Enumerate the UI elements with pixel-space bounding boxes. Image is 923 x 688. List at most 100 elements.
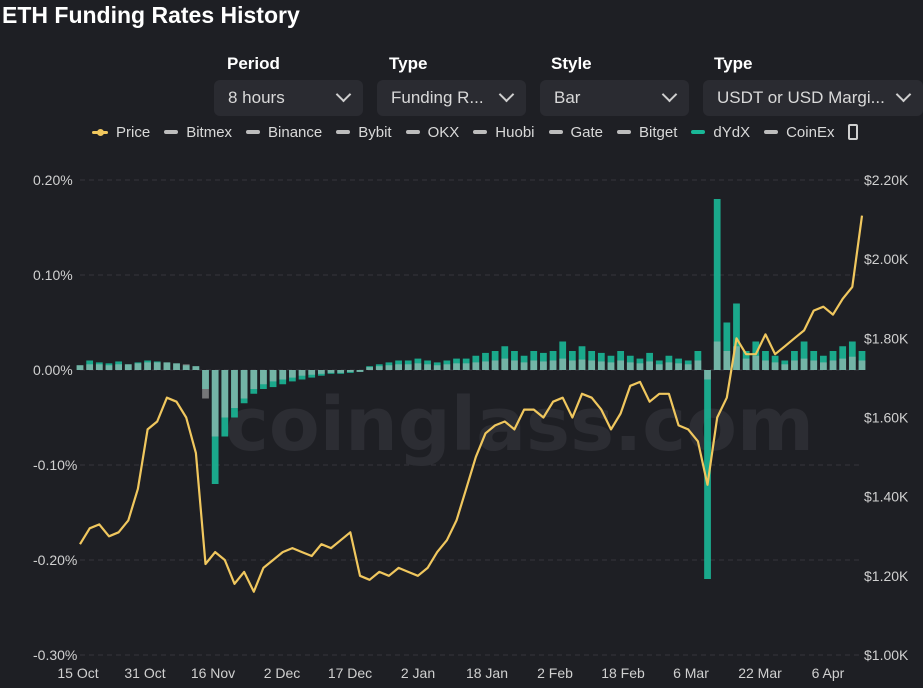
funding-bar-binance <box>124 364 132 370</box>
x-axis-tick-label: 2 Jan <box>401 665 435 681</box>
chevron-down-icon <box>335 86 352 103</box>
legend-item-price[interactable]: Price <box>92 124 150 141</box>
legend-scroll-icon[interactable] <box>848 124 859 140</box>
funding-bar-dydx <box>839 346 847 370</box>
legend-item-bitmex[interactable]: Bitmex <box>164 124 232 141</box>
funding-bar-binance <box>269 370 277 382</box>
funding-bar-binance <box>820 362 827 370</box>
price-series <box>79 215 864 593</box>
legend-item-binance[interactable]: Binance <box>246 124 322 141</box>
legend-item-dydx[interactable]: dYdX <box>691 124 750 141</box>
x-axis-tick-label: 6 Mar <box>673 665 709 681</box>
legend-label: Bybit <box>358 123 392 141</box>
funding-bar-binance <box>221 370 229 418</box>
legend-label: CoinEx <box>786 123 835 141</box>
funding-bar-binance <box>588 360 596 370</box>
funding-bar-binance <box>472 362 480 370</box>
funding-bar-dydx <box>713 199 721 370</box>
left-axis-tick-label: -0.30% <box>33 647 77 663</box>
x-axis-tick-label: 17 Dec <box>328 665 372 681</box>
legend-item-okx[interactable]: OKX <box>405 123 460 141</box>
bar-swatch-icon <box>246 130 261 134</box>
style-select[interactable]: Bar <box>540 80 689 116</box>
type-select[interactable]: Funding R... <box>377 80 526 116</box>
price-line-icon <box>92 128 108 136</box>
left-axis: 0.20% 0.10% 0.00% -0.10% -0.20% -0.30% <box>33 172 77 663</box>
funding-bar-dydx <box>578 346 586 370</box>
funding-bar-binance <box>260 370 267 385</box>
funding-bar-binance <box>182 364 190 370</box>
x-axis: 15 Oct 31 Oct 16 Nov 2 Dec 17 Dec 2 Jan 18 Jan… <box>57 665 844 681</box>
funding-bar-binance <box>723 351 731 370</box>
left-axis-tick-label: -0.10% <box>33 457 77 473</box>
right-axis-tick-label: $1.80K <box>864 330 909 346</box>
funding-bar-binance <box>733 346 740 370</box>
x-axis-tick-label: 18 Feb <box>601 665 645 681</box>
funding-bar-binance <box>636 363 644 370</box>
funding-bar-dydx <box>559 341 567 370</box>
right-axis-tick-label: $1.40K <box>864 489 909 505</box>
funding-bar-binance <box>337 370 345 373</box>
funding-bar-binance <box>771 362 779 370</box>
funding-bar-binance <box>308 370 316 375</box>
funding-bar-binance <box>646 361 653 370</box>
x-axis-tick-label: 6 Apr <box>812 665 845 681</box>
legend-label: dYdX <box>713 123 751 141</box>
legend-item-huobi[interactable]: Huobi <box>473 123 535 141</box>
page-title: ETH Funding Rates History <box>2 2 300 28</box>
style-label: Style <box>551 54 592 73</box>
bar-swatch-icon <box>691 130 706 134</box>
funding-bar-dydx <box>800 341 808 370</box>
legend-item-bitget[interactable]: Bitget <box>617 124 677 141</box>
funding-bar-dydx <box>723 322 731 370</box>
funding-bar-binance <box>395 364 402 370</box>
funding-rate-chart: coinglass.com 0.20% 0.10% 0.00% -0.10% -0.20… <box>33 172 909 681</box>
funding-bar-binance <box>327 370 335 373</box>
bar-swatch-icon <box>405 130 420 134</box>
right-axis-tick-label: $1.60K <box>864 410 909 426</box>
chevron-down-icon <box>895 86 912 103</box>
legend-label: Huobi <box>495 123 535 141</box>
funding-bar-binance <box>540 361 547 370</box>
bar-swatch-icon <box>548 130 563 134</box>
margin-type-select[interactable]: USDT or USD Margi... <box>703 80 923 116</box>
funding-bar-binance <box>791 360 798 370</box>
bar-swatch-icon <box>336 130 351 134</box>
legend-item-gate[interactable]: Gate <box>548 124 603 141</box>
funding-bar-binance <box>520 362 528 370</box>
funding-bar-binance <box>742 358 750 370</box>
funding-bar-binance <box>829 360 837 370</box>
funding-bar-binance <box>800 358 808 370</box>
funding-bar-dydx <box>848 341 856 370</box>
funding-bar-binance <box>839 358 847 370</box>
funding-bar-binance <box>240 370 248 399</box>
funding-bar-binance <box>704 370 711 380</box>
funding-bar-binance <box>665 362 673 370</box>
funding-bar-binance <box>404 364 412 370</box>
right-axis-tick-label: $2.00K <box>864 251 909 267</box>
bar-swatch-icon <box>617 130 632 134</box>
funding-bar-binance <box>144 362 151 370</box>
funding-bar-binance <box>848 356 856 370</box>
funding-bar-binance <box>597 361 605 370</box>
type-label: Type <box>389 54 428 73</box>
legend-label: OKX <box>427 123 460 141</box>
x-axis-tick-label: 31 Oct <box>124 665 165 681</box>
funding-bar-binance <box>617 360 625 370</box>
bar-swatch-icon <box>164 130 179 134</box>
funding-bar-dydx <box>501 346 509 370</box>
funding-bar-dydx <box>733 303 740 370</box>
margin-type-select-value: USDT or USD Margi... <box>717 88 885 107</box>
funding-bar-binance <box>375 366 383 370</box>
legend-item-coinex[interactable]: CoinEx <box>764 124 834 141</box>
legend-item-bybit[interactable]: Bybit <box>336 123 392 141</box>
funding-bar-binance <box>713 341 721 370</box>
funding-bar-binance <box>250 370 258 389</box>
funding-bar-binance <box>762 360 769 370</box>
funding-bar-binance <box>163 362 171 370</box>
funding-bar-binance <box>626 362 634 370</box>
period-select[interactable]: 8 hours <box>214 80 363 116</box>
funding-bar-binance <box>414 363 422 370</box>
funding-bar-binance <box>346 370 354 372</box>
bar-swatch-icon <box>764 130 779 134</box>
